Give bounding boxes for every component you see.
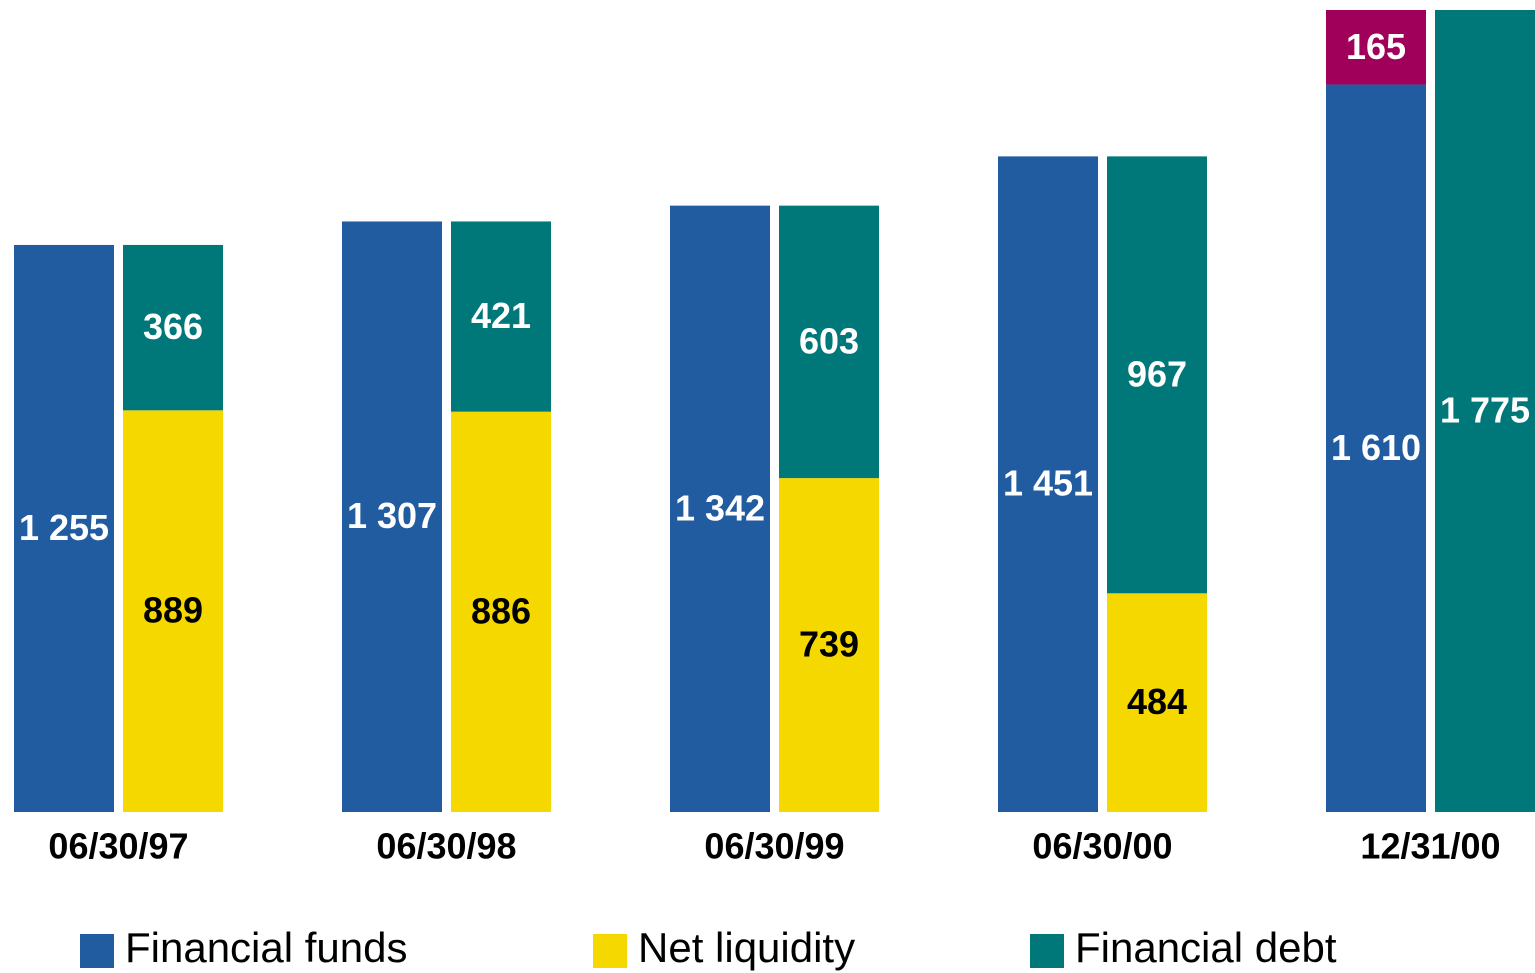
x-tick-label: 06/30/98	[376, 826, 516, 867]
bar-segment	[1107, 156, 1207, 594]
x-tick-label: 06/30/99	[704, 826, 844, 867]
legend-swatch	[593, 934, 627, 968]
bar-segment	[1435, 10, 1535, 812]
data-label: 886	[471, 590, 531, 631]
bar-segment	[451, 221, 551, 412]
data-label: 967	[1127, 353, 1187, 394]
bar-segment	[123, 410, 223, 812]
bar-segment	[14, 244, 114, 812]
data-label: 1 255	[19, 507, 109, 548]
data-label: 1 342	[675, 487, 765, 528]
x-tick-label: 12/31/00	[1360, 826, 1500, 867]
bar-segment	[779, 205, 879, 479]
data-label: 1 307	[347, 495, 437, 536]
legend-swatch	[80, 934, 114, 968]
bar-segment	[998, 156, 1098, 812]
bar-segment	[670, 205, 770, 812]
data-label: 366	[143, 306, 203, 347]
data-label: 1 451	[1003, 463, 1093, 504]
bar-segment	[342, 221, 442, 812]
legend-label: Financial funds	[125, 924, 408, 971]
x-tick-label: 06/30/00	[1032, 826, 1172, 867]
data-label: 603	[799, 320, 859, 361]
x-tick-label: 06/30/97	[48, 826, 188, 867]
data-label: 1 775	[1440, 390, 1530, 431]
data-label: 484	[1127, 681, 1187, 722]
data-label: 739	[799, 624, 859, 665]
data-label: 421	[471, 295, 531, 336]
bar-segment	[451, 411, 551, 812]
bar-segment	[1326, 10, 1426, 85]
data-label: 889	[143, 590, 203, 631]
bar-segment	[1107, 593, 1207, 812]
bar-segment	[123, 244, 223, 411]
data-label: 1 610	[1331, 427, 1421, 468]
legend-label: Net liquidity	[638, 924, 855, 971]
legend-label: Financial debt	[1075, 924, 1337, 971]
bar-segment	[779, 478, 879, 812]
legend-swatch	[1030, 934, 1064, 968]
bar-segment	[1326, 84, 1426, 812]
data-label: 165	[1346, 26, 1406, 67]
